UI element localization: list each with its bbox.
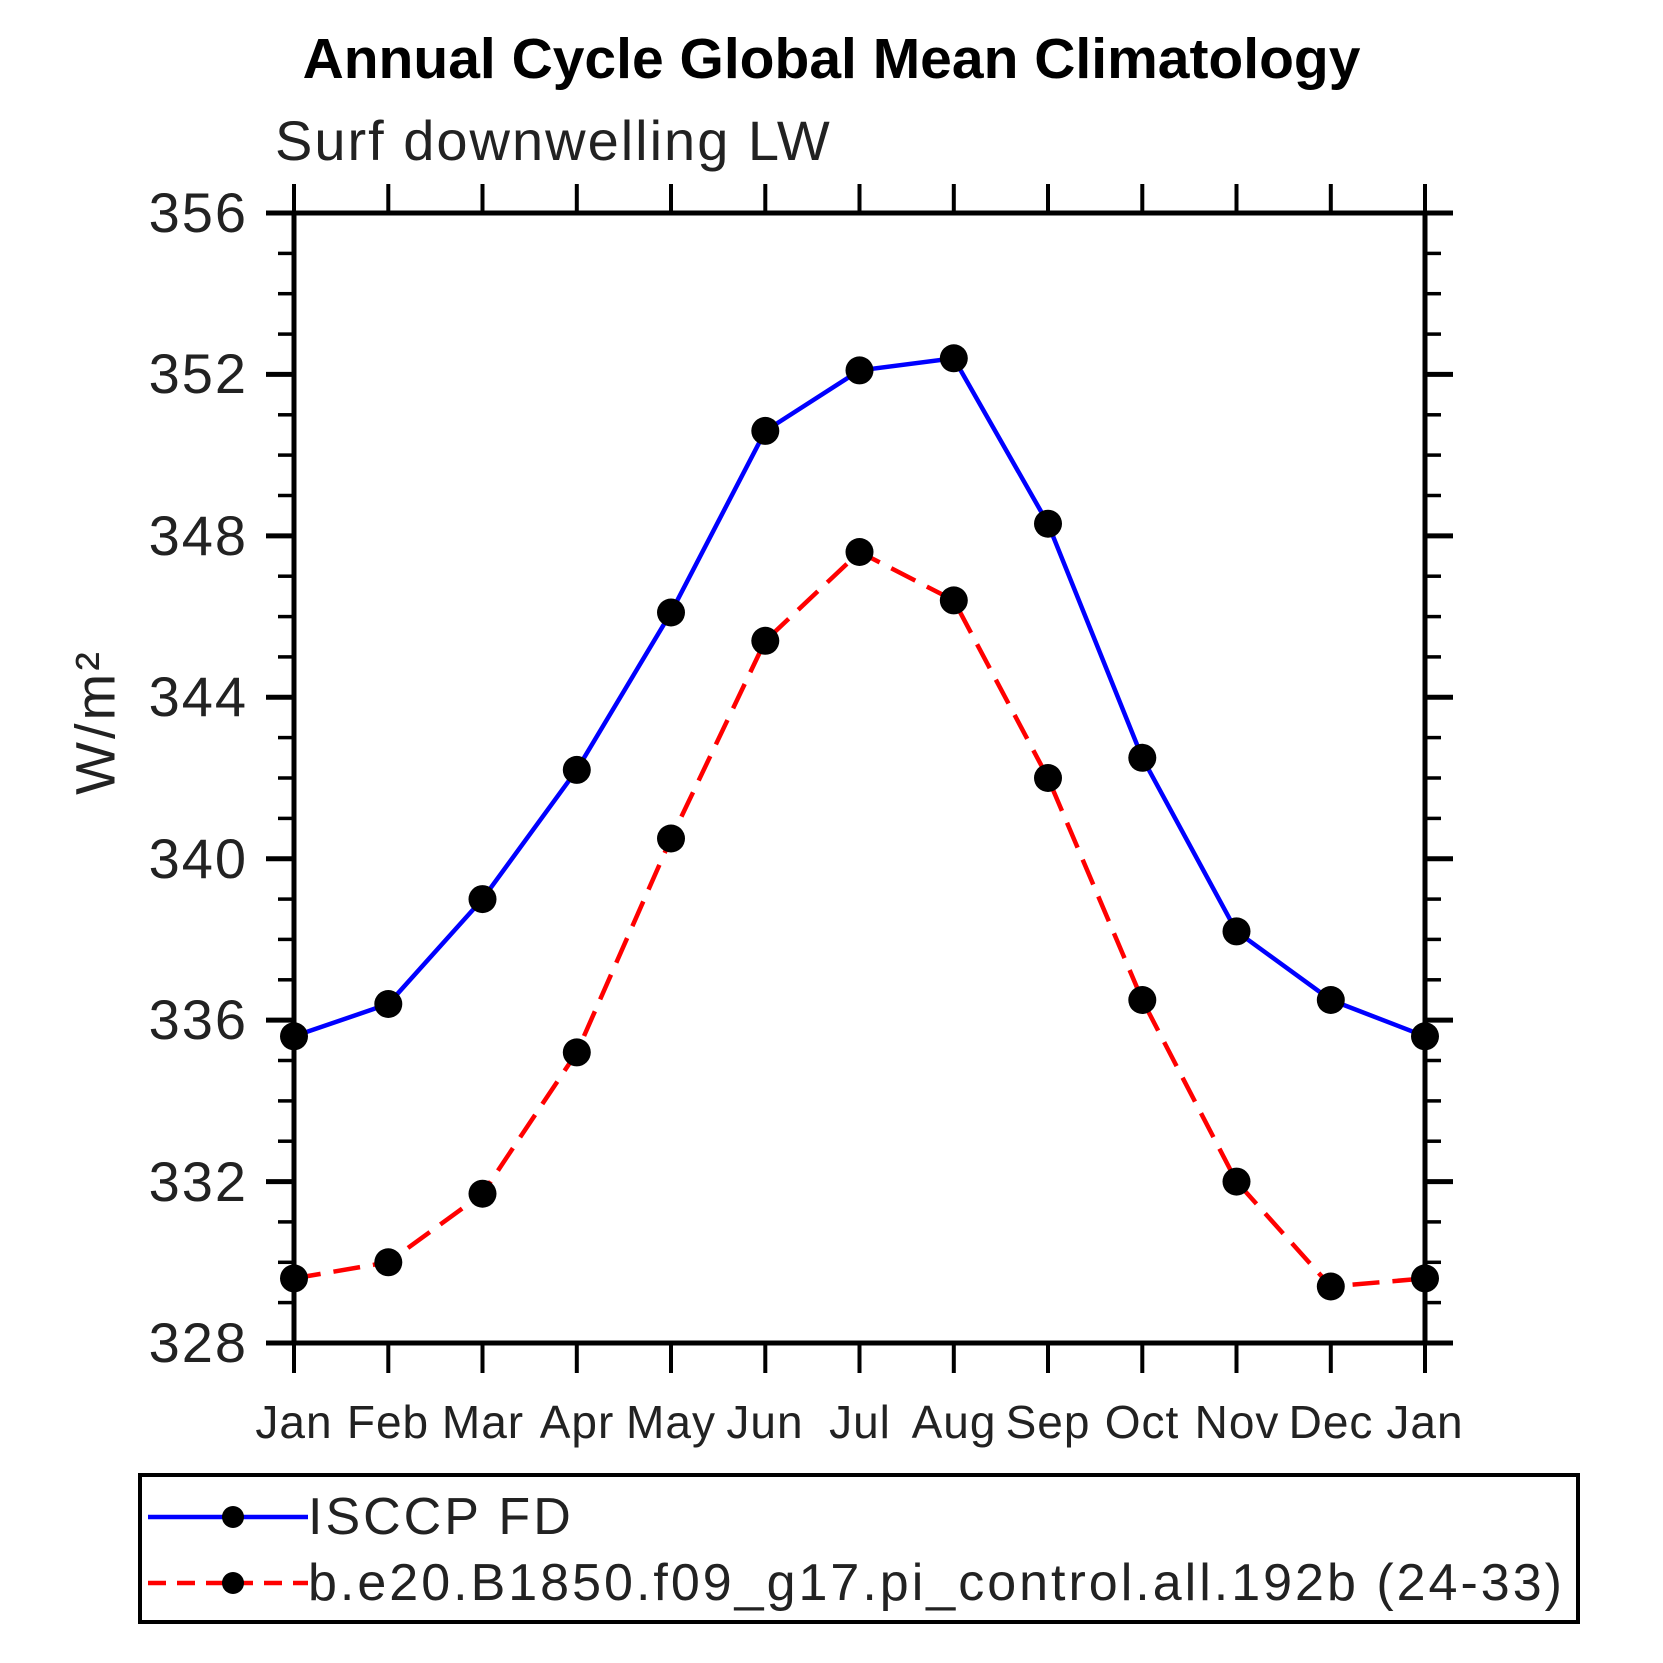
y-tick-label-332: 332 [148,1150,248,1213]
y-tick-label-352: 352 [148,342,248,405]
legend-marker-dot [222,1506,244,1528]
y-axis-ticks [266,210,1453,1346]
x-tick-label-0-jan: Jan [255,1396,333,1448]
legend-label: b.e20.B1850.f09_g17.pi_control.all.192b … [308,1554,1565,1612]
y-tick-label-340: 340 [148,827,248,890]
y-tick-label-348: 348 [148,504,248,567]
x-tick-label-2-mar: Mar [441,1396,525,1448]
y-tick-label-328: 328 [148,1311,248,1374]
x-tick-label-9-oct: Oct [1104,1396,1180,1448]
x-tick-label-6-jul: Jul [829,1396,891,1448]
y-tick-label-336: 336 [148,988,248,1051]
series-line-1 [280,538,1439,1301]
legend-marker-dot [222,1572,244,1594]
legend-sample-line-dashed [148,1572,308,1594]
y-tick-label-344: 344 [148,665,248,728]
chart-title: Annual Cycle Global Mean Climatology [302,27,1361,91]
legend-item-model-run: b.e20.B1850.f09_g17.pi_control.all.192b … [148,1553,1565,1613]
x-tick-label-1-feb: Feb [346,1396,430,1448]
legend-item-isccp-fd: ISCCP FD [148,1487,574,1547]
y-tick-label-356: 356 [148,181,248,244]
legend-label: ISCCP FD [308,1488,574,1546]
legend-sample-line-solid [148,1506,308,1528]
x-tick-label-8-sep: Sep [1005,1396,1091,1448]
x-tick-label-12-jan: Jan [1386,1396,1464,1448]
x-tick-label-4-may: May [626,1396,716,1448]
legend: ISCCP FD b.e20.B1850.f09_g17.pi_control.… [138,1473,1580,1624]
x-axis-ticks [292,184,1427,1373]
x-tick-label-3-apr: Apr [539,1396,615,1448]
x-tick-label-5-jun: Jun [726,1396,804,1448]
series-line-0 [280,344,1439,1051]
x-tick-label-7-aug: Aug [911,1396,997,1448]
x-tick-label-11-dec: Dec [1288,1396,1374,1448]
chart-subtitle: Surf downwelling LW [275,109,832,172]
x-tick-label-10-nov: Nov [1194,1396,1280,1448]
